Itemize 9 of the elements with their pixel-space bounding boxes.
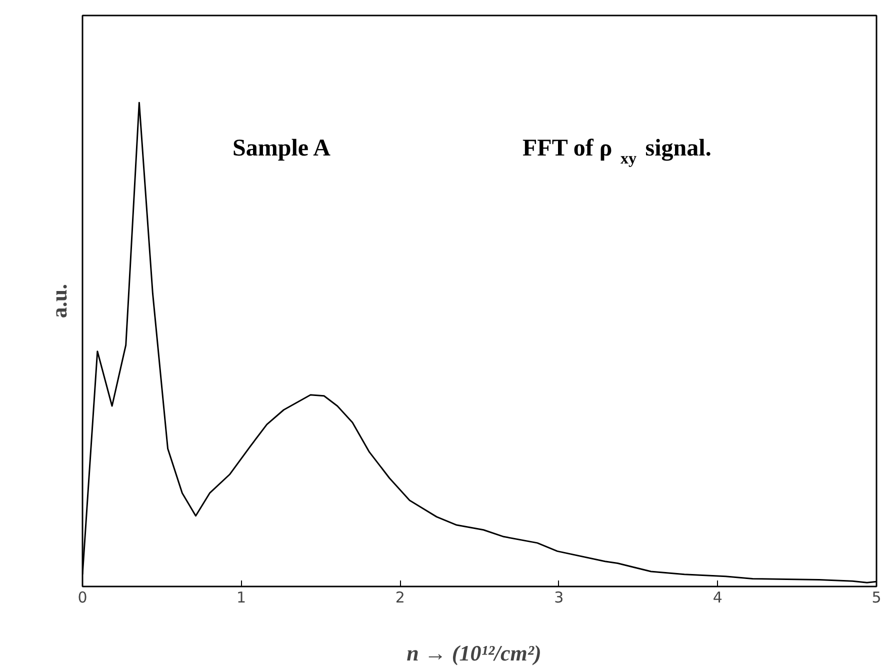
x-tick-label: 1 <box>236 588 246 606</box>
x-tick-label: 3 <box>554 588 564 606</box>
y-axis-title: a.u. <box>46 284 72 318</box>
x-axis-title: n → (10¹²/cm²) <box>406 640 542 666</box>
x-tick-label: 4 <box>712 588 722 606</box>
annotation: Sample A <box>232 136 332 162</box>
x-tick-label: 5 <box>872 588 882 606</box>
x-tick-label: 2 <box>395 588 405 606</box>
x-tick-label: 0 <box>78 588 88 606</box>
